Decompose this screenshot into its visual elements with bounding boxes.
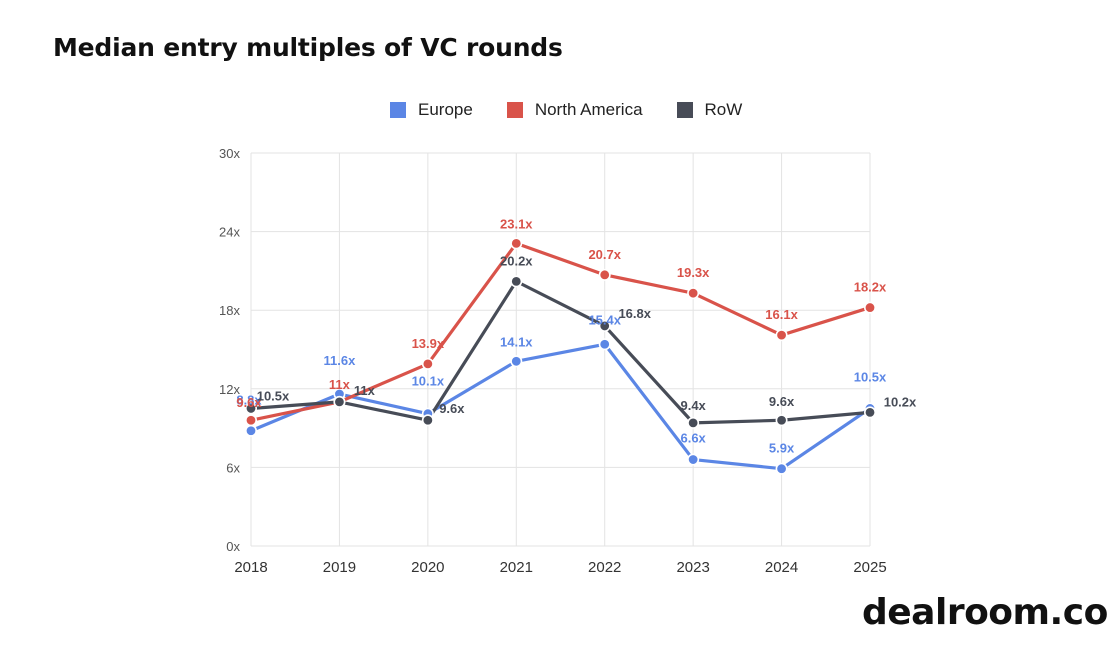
legend-swatch-north-america [506,102,523,118]
data-point-europe [510,355,523,368]
data-label-north-america: 11x [329,377,351,392]
y-tick-label: 30x [219,146,240,161]
y-tick-label: 0x [226,539,240,554]
data-label-north-america: 16.1x [765,307,798,322]
data-label-europe: 6.6x [680,431,706,446]
legend-label-north-america: North America [534,100,643,119]
data-label-row: 10.5x [257,388,290,403]
x-tick-label: 2023 [676,559,709,576]
data-label-north-america: 19.3x [677,265,710,280]
x-tick-label: 2019 [323,559,356,576]
data-label-north-america: 18.2x [854,280,887,295]
data-label-europe: 8.8x [236,393,262,408]
y-tick-label: 12x [219,382,240,397]
data-point-row [863,406,876,419]
chart-legend: Europe North America RoW [390,100,742,120]
data-label-europe: 10.5x [854,369,887,384]
data-label-row: 9.4x [680,398,706,413]
data-point-europe [245,424,258,437]
legend-swatch-europe [390,102,406,118]
legend-label-europe: Europe [418,100,473,119]
data-label-europe: 11.6x [324,353,357,368]
data-point-north-america [245,414,258,427]
data-label-north-america: 23.1x [500,216,533,231]
data-point-north-america [598,268,611,281]
data-point-row [775,414,788,427]
y-tick-label: 24x [219,225,240,240]
data-label-row: 9.6x [769,394,795,409]
data-point-europe [775,462,788,475]
legend-label-row: RoW [704,100,743,119]
y-tick-label: 6x [226,460,240,475]
series-line-north-america [249,241,872,422]
data-point-europe [598,338,611,351]
x-tick-label: 2021 [500,559,533,576]
data-label-europe: 5.9x [769,441,795,456]
data-point-row [598,319,611,332]
data-label-row: 16.8x [618,306,651,321]
data-point-row [245,402,258,415]
data-point-row [421,414,434,427]
data-label-north-america: 13.9x [412,336,445,351]
y-tick-label: 18x [219,303,240,318]
data-point-row [510,275,523,288]
legend-swatch-row [676,102,693,118]
data-point-north-america [775,329,788,342]
x-tick-label: 2025 [853,559,886,576]
series-line-row [249,279,872,425]
data-label-europe: 10.1x [412,374,445,389]
data-point-north-america [863,301,876,314]
data-label-europe: 15.4x [588,312,621,327]
data-label-row: 10.2x [884,394,917,409]
data-label-row: 9.6x [439,401,465,416]
data-point-north-america [421,357,434,370]
x-tick-label: 2024 [765,559,798,576]
x-tick-label: 2018 [234,559,267,576]
legend-item-europe[interactable]: Europe [390,100,473,120]
data-point-north-america [687,287,700,300]
chart-title: Median entry multiples of VC rounds [53,33,563,62]
legend-item-row[interactable]: RoW [676,100,743,120]
data-point-europe [687,453,700,466]
x-tick-label: 2020 [411,559,444,576]
series-line-europe [249,342,872,471]
data-label-row: 20.2x [500,253,533,268]
data-label-row: 11x [354,383,376,398]
dealroom-logo: dealroom.co [862,592,1108,633]
data-label-north-america: 20.7x [588,247,621,262]
data-label-europe: 14.1x [500,334,533,349]
data-point-north-america [510,237,523,250]
data-point-row [687,416,700,429]
data-point-row [333,395,346,408]
legend-item-north-america[interactable]: North America [506,100,643,120]
x-tick-label: 2022 [588,559,621,576]
data-label-north-america: 9.6x [236,395,262,410]
